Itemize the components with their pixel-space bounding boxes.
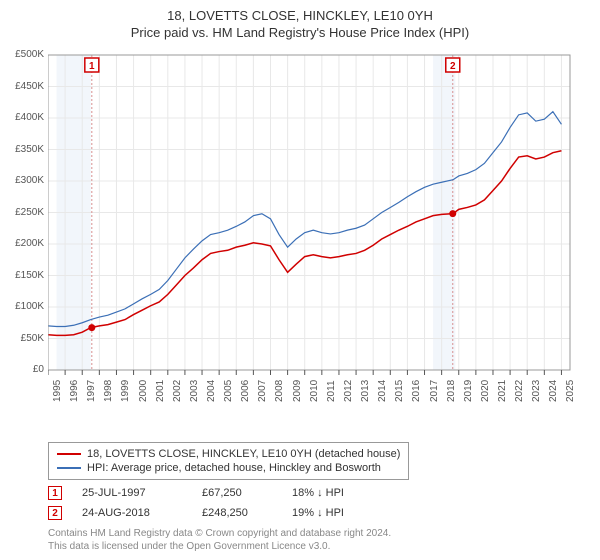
legend-swatch-property bbox=[57, 453, 81, 455]
xtick-label: 2004 bbox=[206, 380, 217, 402]
sale-hpi-1: 18% ↓ HPI bbox=[292, 487, 372, 499]
xtick-label: 2015 bbox=[394, 380, 405, 402]
xtick-label: 2021 bbox=[497, 380, 508, 402]
chart-plot-area: 12 bbox=[48, 50, 578, 405]
chart-title-address: 18, LOVETTS CLOSE, HINCKLEY, LE10 0YH bbox=[0, 0, 600, 23]
xtick-label: 1995 bbox=[52, 380, 63, 402]
sale-row-1: 1 25-JUL-1997 £67,250 18% ↓ HPI bbox=[48, 486, 372, 500]
ytick-label: £50K bbox=[4, 333, 44, 344]
xtick-label: 1998 bbox=[103, 380, 114, 402]
svg-text:2: 2 bbox=[450, 61, 456, 72]
legend-swatch-hpi bbox=[57, 467, 81, 469]
sale-date-2: 24-AUG-2018 bbox=[82, 507, 182, 519]
footer-license: This data is licensed under the Open Gov… bbox=[48, 541, 330, 552]
xtick-label: 2013 bbox=[360, 380, 371, 402]
legend-label-hpi: HPI: Average price, detached house, Hinc… bbox=[87, 462, 381, 474]
xtick-label: 2001 bbox=[155, 380, 166, 402]
xtick-label: 2010 bbox=[309, 380, 320, 402]
xtick-label: 2014 bbox=[377, 380, 388, 402]
xtick-label: 2006 bbox=[240, 380, 251, 402]
xtick-label: 2000 bbox=[138, 380, 149, 402]
xtick-label: 2016 bbox=[411, 380, 422, 402]
xtick-label: 2025 bbox=[565, 380, 576, 402]
xtick-label: 1996 bbox=[69, 380, 80, 402]
xtick-label: 1997 bbox=[86, 380, 97, 402]
line-chart-svg: 12 bbox=[48, 50, 578, 405]
legend-row-hpi: HPI: Average price, detached house, Hinc… bbox=[57, 461, 400, 475]
xtick-label: 2009 bbox=[292, 380, 303, 402]
svg-text:1: 1 bbox=[89, 61, 95, 72]
xtick-label: 2002 bbox=[172, 380, 183, 402]
sale-row-2: 2 24-AUG-2018 £248,250 19% ↓ HPI bbox=[48, 506, 372, 520]
xtick-label: 2022 bbox=[514, 380, 525, 402]
ytick-label: £500K bbox=[4, 49, 44, 60]
xtick-label: 2007 bbox=[257, 380, 268, 402]
ytick-label: £0 bbox=[4, 364, 44, 375]
ytick-label: £300K bbox=[4, 175, 44, 186]
xtick-label: 2003 bbox=[189, 380, 200, 402]
legend-label-property: 18, LOVETTS CLOSE, HINCKLEY, LE10 0YH (d… bbox=[87, 448, 400, 460]
sale-marker-2: 2 bbox=[48, 506, 62, 520]
sale-hpi-2: 19% ↓ HPI bbox=[292, 507, 372, 519]
sale-price-1: £67,250 bbox=[202, 487, 272, 499]
xtick-label: 2005 bbox=[223, 380, 234, 402]
xtick-label: 2011 bbox=[326, 380, 337, 402]
xtick-label: 2018 bbox=[446, 380, 457, 402]
legend-box: 18, LOVETTS CLOSE, HINCKLEY, LE10 0YH (d… bbox=[48, 442, 409, 480]
ytick-label: £350K bbox=[4, 144, 44, 155]
ytick-label: £250K bbox=[4, 207, 44, 218]
xtick-label: 2017 bbox=[429, 380, 440, 402]
xtick-label: 2008 bbox=[274, 380, 285, 402]
ytick-label: £450K bbox=[4, 81, 44, 92]
ytick-label: £400K bbox=[4, 112, 44, 123]
legend-row-property: 18, LOVETTS CLOSE, HINCKLEY, LE10 0YH (d… bbox=[57, 447, 400, 461]
ytick-label: £100K bbox=[4, 301, 44, 312]
ytick-label: £150K bbox=[4, 270, 44, 281]
sale-marker-1: 1 bbox=[48, 486, 62, 500]
xtick-label: 2023 bbox=[531, 380, 542, 402]
chart-title-subtitle: Price paid vs. HM Land Registry's House … bbox=[0, 23, 600, 46]
xtick-label: 2019 bbox=[463, 380, 474, 402]
footer-copyright: Contains HM Land Registry data © Crown c… bbox=[48, 528, 391, 539]
xtick-label: 2012 bbox=[343, 380, 354, 402]
xtick-label: 1999 bbox=[120, 380, 131, 402]
sale-price-2: £248,250 bbox=[202, 507, 272, 519]
xtick-label: 2020 bbox=[480, 380, 491, 402]
ytick-label: £200K bbox=[4, 238, 44, 249]
sale-date-1: 25-JUL-1997 bbox=[82, 487, 182, 499]
xtick-label: 2024 bbox=[548, 380, 559, 402]
